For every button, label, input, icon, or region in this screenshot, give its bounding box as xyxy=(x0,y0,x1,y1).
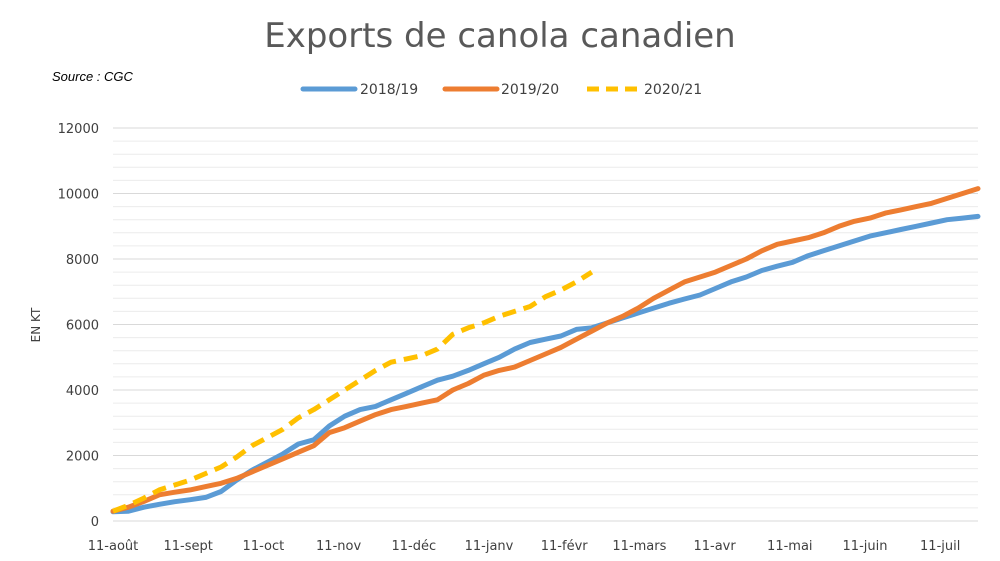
x-axis-ticks: 11-août 11-sept 11-oct 11-nov 11-déc 11-janv 1… xyxy=(88,539,961,554)
x-tick-label: 11-nov xyxy=(316,539,361,554)
legend-label: 2019/20 xyxy=(501,82,559,98)
series-line-2019-20 xyxy=(110,186,981,514)
series-line-2020-21 xyxy=(112,269,594,514)
y-tick-label: 4000 xyxy=(66,384,99,399)
y-tick-label: 6000 xyxy=(66,319,99,334)
y-axis-label: EN KT xyxy=(29,307,43,342)
y-axis-ticks: 0 2000 4000 6000 8000 10000 12000 xyxy=(58,122,99,530)
legend-label: 2020/21 xyxy=(644,82,702,98)
x-tick-label: 11-avr xyxy=(693,539,736,554)
gridlines xyxy=(113,127,978,522)
series-group xyxy=(110,186,981,515)
x-tick-label: 11-déc xyxy=(391,539,436,554)
chart-title: Exports de canola canadien xyxy=(264,16,736,56)
y-tick-label: 12000 xyxy=(58,122,99,137)
x-tick-label: 11-oct xyxy=(243,539,285,554)
x-tick-label: 11-févr xyxy=(541,539,589,554)
legend: 2018/19 2019/20 2020/21 xyxy=(300,82,702,98)
x-tick-label: 11-janv xyxy=(465,539,514,554)
x-tick-label: 11-sept xyxy=(164,539,213,554)
y-tick-label: 0 xyxy=(91,515,99,530)
x-tick-label: 11-juil xyxy=(920,539,960,554)
x-tick-label: 11-mars xyxy=(612,539,666,554)
y-tick-label: 2000 xyxy=(66,450,99,465)
x-tick-label: 11-juin xyxy=(843,539,888,554)
legend-label: 2018/19 xyxy=(360,82,418,98)
x-tick-label: 11-mai xyxy=(767,539,812,554)
y-tick-label: 10000 xyxy=(58,188,99,203)
x-tick-label: 11-août xyxy=(88,539,139,554)
y-tick-label: 8000 xyxy=(66,253,99,268)
chart-source: Source : CGC xyxy=(52,69,134,84)
